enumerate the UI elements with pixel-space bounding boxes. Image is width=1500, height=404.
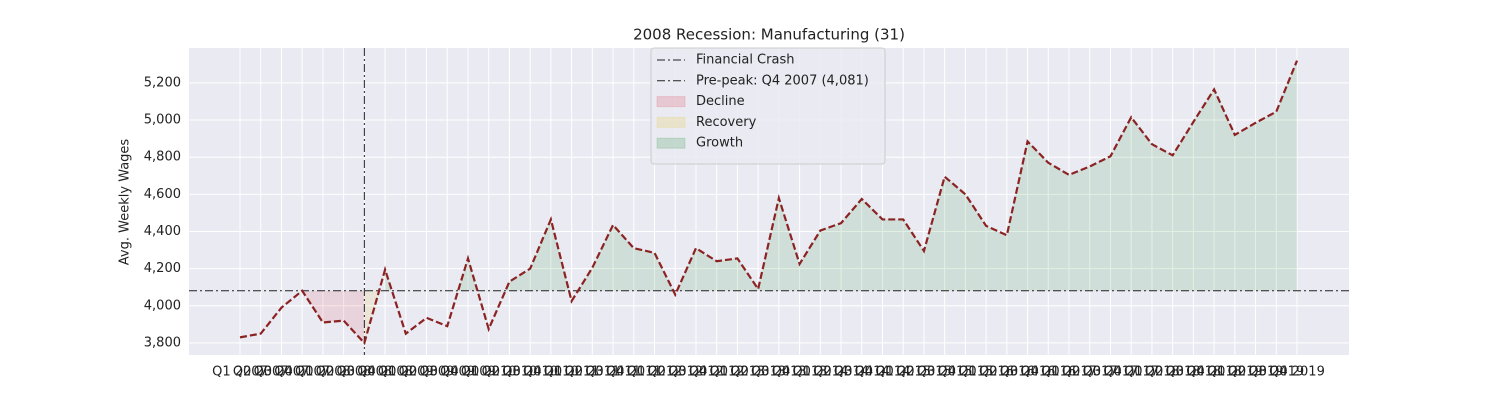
x-tick-label: Q4 2014 (855, 365, 911, 380)
y-tick-label: 4,200 (144, 261, 181, 276)
legend-swatch (656, 96, 686, 108)
x-tick-label: Q2 2014 (813, 365, 869, 380)
y-tick-label: 4,400 (144, 224, 181, 239)
x-tick-label: Q2 2013 (730, 365, 786, 380)
x-tick-label: Q2 2009 (399, 365, 455, 380)
x-tick-label: Q3 2011 (585, 365, 641, 380)
legend-label: Pre-peak: Q4 2007 (4,081) (696, 73, 869, 88)
x-tick-label: Q3 2013 (751, 365, 807, 380)
x-tick-label: Q1 2019 (1207, 365, 1263, 380)
legend-label: Growth (696, 136, 743, 151)
x-tick-label: Q2 2012 (647, 365, 703, 380)
legend-swatch (656, 116, 686, 128)
x-tick-label: Q2 2007 (233, 365, 289, 380)
data-line (239, 60, 1299, 346)
y-tick-label: 5,000 (144, 113, 181, 128)
x-tick-label: Q1 2017 (1041, 365, 1097, 380)
x-tick-label: Q3 2007 (254, 365, 310, 380)
x-tick-label: Q2 2019 (1228, 365, 1284, 380)
legend-swatch (656, 137, 686, 149)
x-tick-label: Q1 2018 (1124, 365, 1180, 380)
x-tick-label: Q2 2017 (1062, 365, 1118, 380)
x-tick-label: Q2 2015 (896, 365, 952, 380)
x-tick-label: Q2 2016 (979, 365, 1035, 380)
x-tick-label: Q3 2010 (502, 365, 558, 380)
x-tick-label: Q1 2011 (544, 365, 600, 380)
shaded-area (302, 290, 365, 343)
y-tick-label: 5,200 (144, 75, 181, 90)
x-tick-label: Q4 2008 (357, 365, 413, 380)
x-tick-label: Q4 2018 (1186, 365, 1242, 380)
x-tick-label: Q2 2018 (1145, 365, 1201, 380)
x-tick-label: Q1 2013 (710, 365, 766, 380)
x-tick-label: Q4 2012 (689, 365, 745, 380)
x-tick-label: Q1 2012 (627, 365, 683, 380)
x-tick-label: Q2 2010 (482, 365, 538, 380)
x-tick-label: Q1 2016 (958, 365, 1014, 380)
x-tick-label: Q3 2018 (1166, 365, 1222, 380)
x-tick-label: Q3 2008 (336, 365, 392, 380)
y-tick-label: 3,800 (144, 335, 181, 350)
x-tick-label: Q4 2011 (606, 365, 662, 380)
x-tick-label: Q4 2010 (523, 365, 579, 380)
x-tick-label: Q1 2008 (295, 365, 351, 380)
x-tick-label: Q3 2014 (834, 365, 890, 380)
legend-label: Financial Crash (696, 53, 794, 68)
legend-box (650, 47, 886, 165)
x-tick-label: Q4 2015 (938, 365, 994, 380)
y-axis-label: Avg. Weekly Wages (118, 139, 133, 266)
shaded-area (364, 290, 386, 343)
x-tick-label: Q3 2009 (419, 365, 475, 380)
x-tick-label: Q4 2013 (772, 365, 828, 380)
x-tick-label: Q2 2011 (564, 365, 620, 380)
x-tick-label: Q1 2014 (792, 365, 848, 380)
x-tick-label: Q4 2007 (274, 365, 330, 380)
y-tick-label: 4,000 (144, 298, 181, 313)
y-tick-label: 4,800 (144, 150, 181, 165)
chart-title: 2008 Recession: Manufacturing (31) (633, 26, 905, 44)
shaded-area (385, 60, 1297, 291)
y-tick-label: 4,600 (144, 187, 181, 202)
legend-label: Recovery (696, 115, 757, 130)
x-tick-label: Q4 2017 (1103, 365, 1159, 380)
x-tick-label: Q3 2016 (1000, 365, 1056, 380)
x-tick-label: Q4 2009 (440, 365, 496, 380)
x-tick-label: Q1 2015 (875, 365, 931, 380)
x-tick-label: Q3 2017 (1083, 365, 1139, 380)
x-tick-label: Q4 2016 (1020, 365, 1076, 380)
x-tick-label: Q3 2012 (668, 365, 724, 380)
x-tick-label: Q1 2009 (378, 365, 434, 380)
x-tick-label: Q3 2019 (1248, 365, 1304, 380)
x-tick-label: Q1 2010 (461, 365, 517, 380)
x-tick-label: Q3 2015 (917, 365, 973, 380)
legend-label: Decline (696, 94, 745, 109)
x-tick-label: Q4 2019 (1269, 365, 1325, 380)
x-tick-label: Q2 2008 (316, 365, 372, 380)
x-tick-label: Q1 2007 (212, 365, 268, 380)
